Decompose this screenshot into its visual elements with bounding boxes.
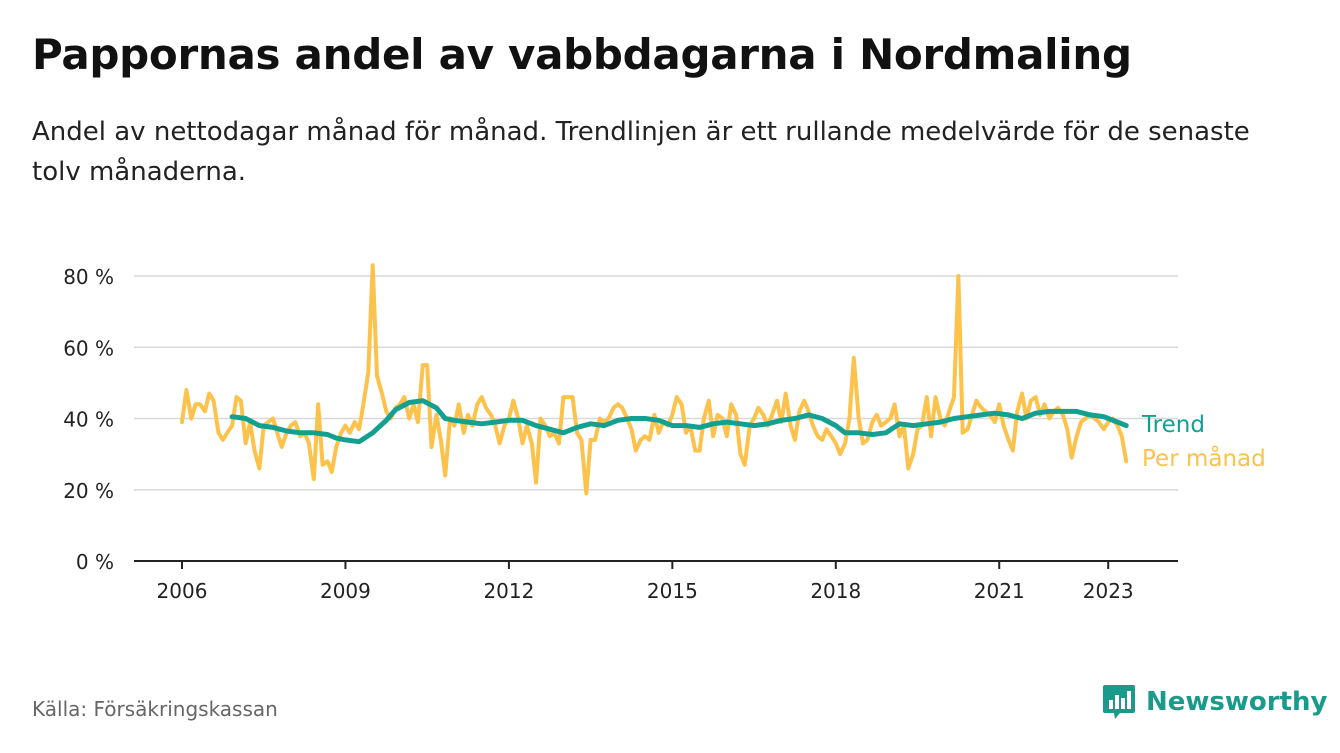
series-label-monthly: Per månad [1142, 444, 1266, 472]
x-tick-label-2018: 2018 [810, 579, 861, 603]
y-tick-label-80: 80 % [63, 265, 114, 289]
chart-subtitle: Andel av nettodagar månad för månad. Tre… [32, 117, 1250, 187]
x-tick-label-2023: 2023 [1083, 579, 1134, 603]
chart-title: Pappornas andel av vabbdagarna i Nordmal… [32, 30, 1132, 79]
series-line-monthly [180, 263, 1129, 496]
y-tick-label-40: 40 % [63, 408, 114, 432]
series-lines [180, 263, 1129, 496]
series-line-trend [229, 398, 1129, 445]
newsworthy-bars-icon [1103, 685, 1135, 719]
newsworthy-logo: Newsworthy [1102, 683, 1327, 721]
y-axis-ticks: 0 % 20 % 40 % 60 % 80 % [63, 265, 114, 574]
series-label-trend: Trend [1141, 412, 1205, 438]
y-tick-label-0: 0 % [76, 550, 114, 574]
source-note: Källa: Försäkringskassan [32, 697, 278, 721]
x-tick-label-2006: 2006 [157, 579, 208, 603]
x-tick-label-2012: 2012 [483, 579, 534, 603]
x-tick-label-2021: 2021 [974, 579, 1025, 603]
y-tick-label-60: 60 % [63, 336, 114, 360]
x-axis-ticks: 2006 2009 2012 2015 2018 2021 2023 [157, 561, 1134, 603]
x-tick-label-2015: 2015 [647, 579, 698, 603]
y-tick-label-20: 20 % [63, 479, 114, 503]
series-labels: Per månad Trend [1141, 412, 1266, 472]
x-tick-label-2009: 2009 [320, 579, 371, 603]
brand-name: Newsworthy [1146, 687, 1328, 717]
